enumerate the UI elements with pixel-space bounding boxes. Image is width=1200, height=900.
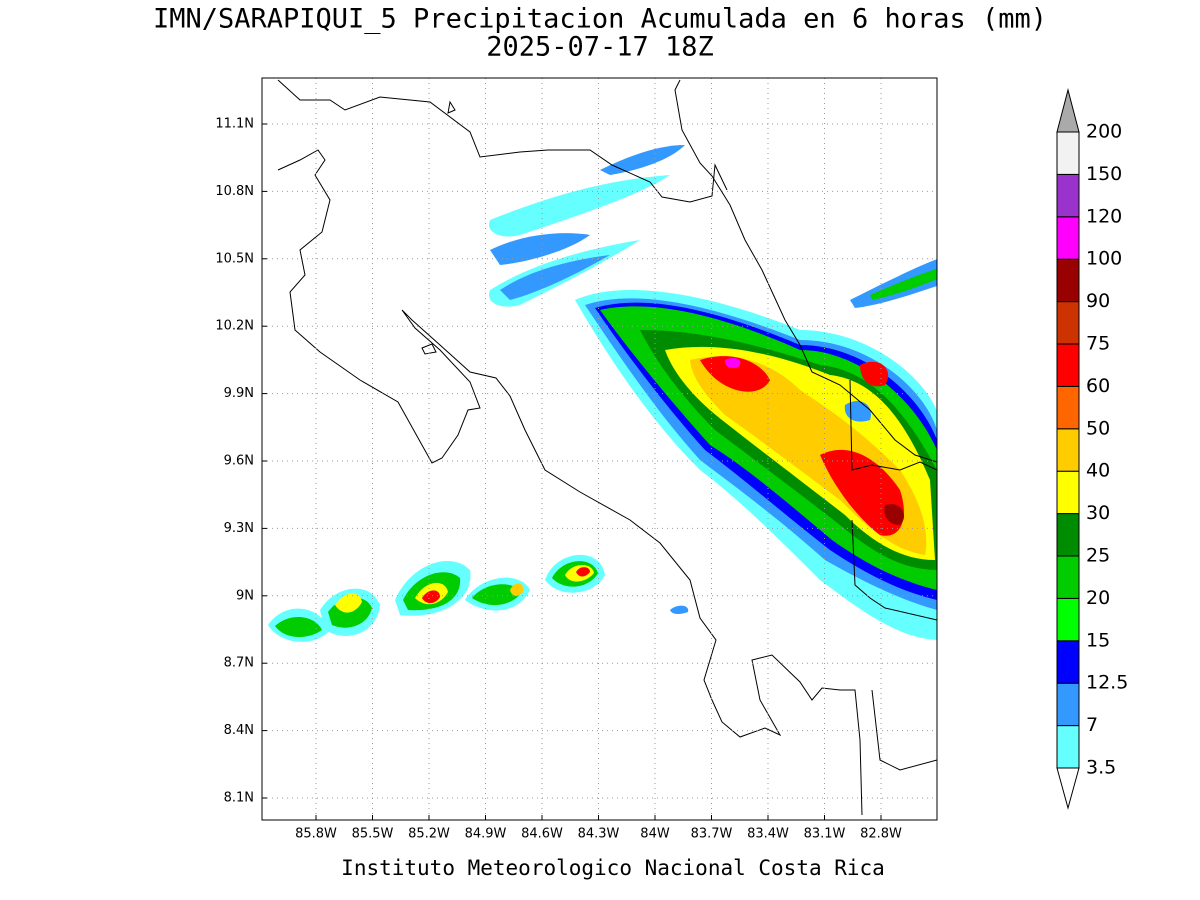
colorbar-box	[1056, 682, 1080, 727]
lon-tick-label: 84.9W	[465, 827, 507, 842]
colorbar-box	[1056, 343, 1080, 387]
colorbar-label: 90	[1086, 290, 1110, 312]
colorbar-box	[1056, 470, 1080, 515]
colorbar-label: 15	[1086, 629, 1110, 651]
lat-tick-label: 10.5N	[215, 251, 254, 266]
graticule	[262, 78, 937, 820]
colorbar-over	[1056, 88, 1080, 133]
lon-tick-label: 84.6W	[521, 827, 563, 842]
colorbar-label: 12.5	[1086, 672, 1128, 694]
colorbar-label: 7	[1086, 714, 1098, 736]
lat-tick-label: 9.9N	[224, 386, 254, 401]
colorbar-label: 100	[1086, 248, 1122, 270]
colorbar-box	[1056, 301, 1080, 345]
lon-tick-label: 83.1W	[804, 827, 846, 842]
colorbar-box	[1056, 725, 1080, 769]
colorbar-box	[1056, 555, 1080, 599]
colorbar-box	[1056, 258, 1080, 303]
lat-tick-label: 8.7N	[224, 656, 254, 671]
lon-tick-label: 85.8W	[295, 827, 337, 842]
lon-tick-label: 83.4W	[747, 827, 789, 842]
colorbar-label: 200	[1086, 121, 1122, 143]
colorbar-label: 50	[1086, 417, 1110, 439]
colorbar-label: 30	[1086, 502, 1110, 524]
colorbar-box	[1056, 513, 1080, 557]
lon-tick-label: 82.8W	[860, 827, 902, 842]
title: IMN/SARAPIQUI_5 Precipitacion Acumulada …	[153, 4, 1047, 35]
lat-tick-label: 8.1N	[224, 791, 254, 806]
colorbar-label: 40	[1086, 460, 1110, 482]
lon-tick-label: 84W	[640, 827, 670, 842]
credit: Instituto Meteorologico Nacional Costa R…	[341, 856, 885, 880]
colorbar-label: 60	[1086, 375, 1110, 397]
colorbar-box	[1056, 216, 1080, 260]
colorbar-box	[1056, 597, 1080, 642]
colorbar: 3.5 7 12.5 15 20 25 30 40 50 60 75 90 100 120 150 200	[1056, 88, 1128, 810]
lat-tick-label: 9.3N	[224, 521, 254, 536]
lon-tick-label: 85.2W	[408, 827, 450, 842]
lat-tick-label: 10.2N	[215, 319, 254, 334]
colorbar-label: 120	[1086, 205, 1122, 227]
colorbar-label: 3.5	[1086, 757, 1116, 779]
colorbar-label: 20	[1086, 587, 1110, 609]
colorbar-label: 25	[1086, 545, 1110, 567]
coastlines	[277, 79, 937, 816]
colorbar-box	[1056, 640, 1080, 684]
lon-tick-label: 84.3W	[578, 827, 620, 842]
lat-tick-label: 10.8N	[215, 184, 254, 199]
colorbar-label: 75	[1086, 333, 1110, 355]
lat-tick-label: 11.1N	[215, 117, 254, 132]
subtitle: 2025-07-17 18Z	[486, 32, 714, 63]
colorbar-box	[1056, 173, 1080, 218]
colorbar-box	[1056, 385, 1080, 430]
lat-tick-label: 9.6N	[224, 454, 254, 469]
lat-tick-label: 9N	[236, 588, 254, 603]
axis-labels: 85.8W 85.5W 85.2W 84.9W 84.6W 84.3W 84W 83.7W 83…	[215, 117, 902, 842]
lon-tick-label: 83.7W	[691, 827, 733, 842]
colorbar-box	[1056, 131, 1080, 175]
colorbar-under	[1056, 767, 1080, 810]
map-frame	[261, 77, 938, 821]
colorbar-box	[1056, 428, 1080, 472]
precipitation-field	[268, 145, 937, 642]
lat-tick-label: 8.4N	[224, 723, 254, 738]
lon-tick-label: 85.5W	[352, 827, 394, 842]
colorbar-label: 150	[1086, 163, 1122, 185]
